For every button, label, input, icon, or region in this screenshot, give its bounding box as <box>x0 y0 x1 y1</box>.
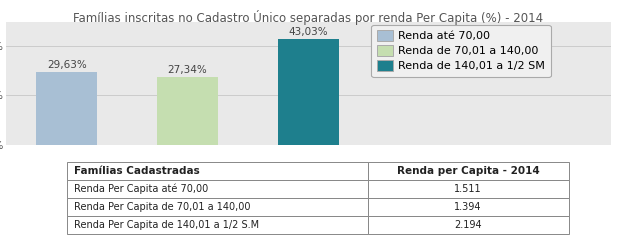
Text: 43,03%: 43,03% <box>289 27 328 37</box>
Bar <box>368 180 568 198</box>
Text: Renda Per Capita de 140,01 a 1/2 S.M: Renda Per Capita de 140,01 a 1/2 S.M <box>74 220 259 230</box>
Bar <box>157 77 218 145</box>
Text: Famílias inscritas no Cadastro Único separadas por renda Per Capita (%) - 2014: Famílias inscritas no Cadastro Único sep… <box>73 10 544 25</box>
Bar <box>368 162 568 180</box>
Text: 2.194: 2.194 <box>454 220 482 230</box>
Text: 1.511: 1.511 <box>454 184 482 194</box>
Text: Famílias Cadastradas: Famílias Cadastradas <box>74 166 200 176</box>
Text: Renda per Capita - 2014: Renda per Capita - 2014 <box>397 166 539 176</box>
Bar <box>67 216 368 234</box>
Bar <box>278 39 339 145</box>
Legend: Renda até 70,00, Renda de 70,01 a 140,00, Renda de 140,01 a 1/2 SM: Renda até 70,00, Renda de 70,01 a 140,00… <box>371 25 550 77</box>
Text: 29,63%: 29,63% <box>47 60 86 70</box>
Bar <box>368 216 568 234</box>
Text: 27,34%: 27,34% <box>168 65 207 75</box>
Text: 1.394: 1.394 <box>454 202 482 212</box>
Bar <box>36 72 97 145</box>
Text: Renda Per Capita de 70,01 a 140,00: Renda Per Capita de 70,01 a 140,00 <box>74 202 251 212</box>
Bar <box>67 198 368 216</box>
Text: Renda Per Capita até 70,00: Renda Per Capita até 70,00 <box>74 184 208 194</box>
Bar <box>67 180 368 198</box>
Bar <box>368 198 568 216</box>
Bar <box>67 162 368 180</box>
